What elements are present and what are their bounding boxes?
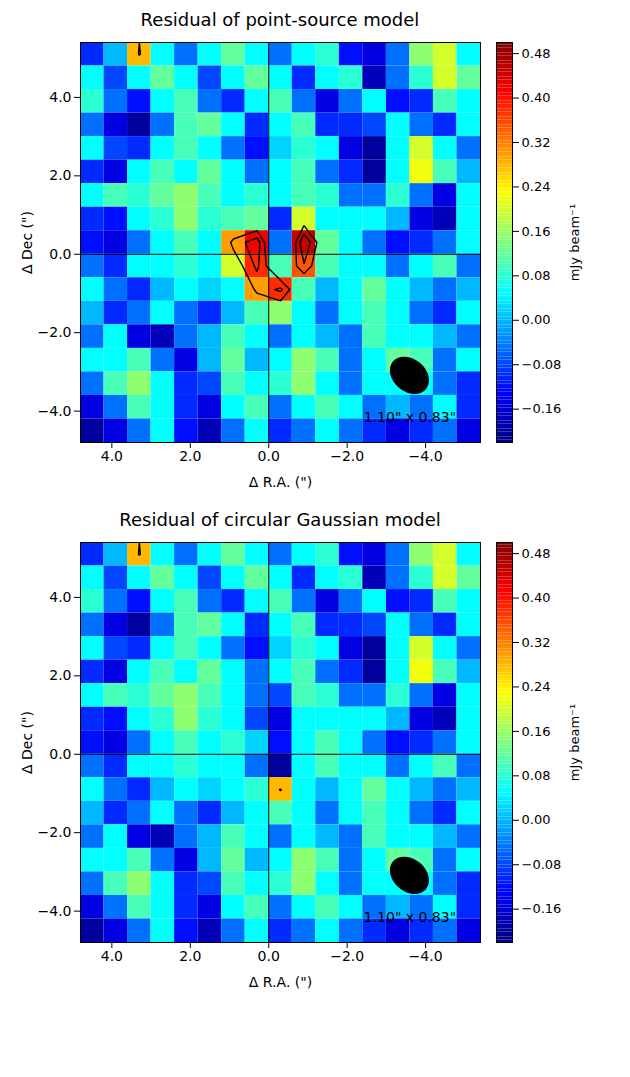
svg-text:mJy beam⁻¹: mJy beam⁻¹ [567,204,582,281]
svg-text:−2.0: −2.0 [330,448,364,464]
svg-text:−0.08: −0.08 [522,857,562,872]
svg-text:4.0: 4.0 [49,89,71,105]
svg-text:Δ R.A. ("): Δ R.A. (") [249,474,312,490]
svg-text:−4.0: −4.0 [38,403,72,419]
svg-text:−4.0: −4.0 [409,948,443,964]
html-text:Residual of circular Gaussian: Residual of circular Gaussian model [119,509,441,530]
svg-text:0.40: 0.40 [522,590,551,605]
svg-text:0.08: 0.08 [522,768,551,783]
svg-text:4.0: 4.0 [49,589,71,605]
svg-text:1.10" x 0.83": 1.10" x 0.83" [364,909,456,925]
svg-text:−2.0: −2.0 [38,824,72,840]
svg-text:4.0: 4.0 [101,448,123,464]
svg-text:0.48: 0.48 [522,546,551,561]
html-text:Residual of point-source model: Residual of point-source model [140,9,420,30]
svg-text:0.32: 0.32 [522,635,551,650]
svg-text:−2.0: −2.0 [330,948,364,964]
svg-text:0.0: 0.0 [49,246,71,262]
svg-text:−0.16: −0.16 [522,401,562,416]
svg-text:mJy beam⁻¹: mJy beam⁻¹ [567,704,582,781]
svg-text:0.32: 0.32 [522,135,551,150]
svg-text:−4.0: −4.0 [409,448,443,464]
svg-text:0.16: 0.16 [522,724,551,739]
svg-text:0.00: 0.00 [522,812,551,827]
svg-text:−2.0: −2.0 [38,324,72,340]
svg-text:Δ Dec ("): Δ Dec (") [19,711,35,774]
svg-text:0.24: 0.24 [522,179,551,194]
svg-text:0.08: 0.08 [522,268,551,283]
svg-text:0.40: 0.40 [522,90,551,105]
svg-text:0.24: 0.24 [522,679,551,694]
svg-text:2.0: 2.0 [179,448,201,464]
svg-text:−4.0: −4.0 [38,903,72,919]
svg-text:0.0: 0.0 [258,948,280,964]
svg-text:0.0: 0.0 [258,448,280,464]
svg-text:4.0: 4.0 [101,948,123,964]
svg-text:2.0: 2.0 [49,167,71,183]
svg-text:−0.16: −0.16 [522,901,562,916]
svg-text:Δ Dec ("): Δ Dec (") [19,211,35,274]
svg-text:0.0: 0.0 [49,746,71,762]
svg-text:2.0: 2.0 [49,667,71,683]
svg-text:0.16: 0.16 [522,224,551,239]
svg-text:0.00: 0.00 [522,312,551,327]
svg-text:0.48: 0.48 [522,46,551,61]
svg-text:Δ R.A. ("): Δ R.A. (") [249,974,312,990]
svg-text:1.10" x 0.83": 1.10" x 0.83" [364,409,456,425]
svg-text:2.0: 2.0 [179,948,201,964]
svg-text:−0.08: −0.08 [522,357,562,372]
